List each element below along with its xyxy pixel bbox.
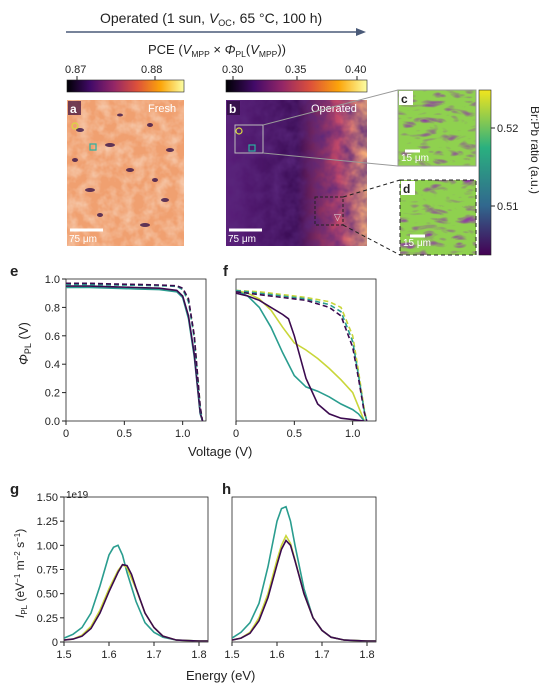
operated-header: Operated (1 sun, VOC, 65 °C, 100 h)	[66, 10, 366, 36]
chart-g: 0 0.25 0.50 0.75 1.00 1.25 1.50 1.5 1.6 1.7 1.8	[37, 492, 209, 661]
series-line-g-2	[64, 563, 208, 642]
series-line-f-4	[236, 289, 368, 421]
svg-text:Fresh: Fresh	[148, 103, 176, 115]
x-tick-label: 0.5	[287, 428, 302, 440]
x-tick-label: 1.6	[101, 649, 116, 661]
zoom-link	[342, 179, 401, 198]
svg-text:75 μm: 75 μm	[228, 234, 256, 245]
colorbar-a: 0.87 0.88	[65, 64, 185, 93]
svg-text:0.35: 0.35	[285, 64, 306, 76]
x-tick-label: 1.5	[56, 649, 71, 661]
svg-text:g: g	[10, 481, 19, 498]
marker-square-icon	[248, 144, 256, 152]
svg-text:b: b	[229, 102, 236, 116]
chart-f: 0 0.5 1.0	[233, 278, 377, 440]
svg-text:75 μm: 75 μm	[69, 234, 97, 245]
y-axis-label-phi: ΦPL (V)	[16, 322, 33, 365]
marker-square-icon	[89, 143, 97, 151]
y-tick-label: 0.25	[37, 613, 58, 625]
series-line-f-3	[236, 289, 368, 421]
x-tick-label: 1.6	[269, 649, 284, 661]
series-line-e-0	[66, 286, 204, 421]
y-tick-label: 0.75	[37, 565, 58, 577]
svg-text:0.51: 0.51	[497, 201, 518, 213]
x-tick-label: 0	[233, 428, 239, 440]
series-line-f-5	[236, 291, 368, 421]
svg-text:h: h	[222, 481, 231, 498]
chart-h: 1.5 1.6 1.7 1.8	[224, 496, 377, 661]
x-tick-label: 1.7	[314, 649, 329, 661]
x-tick-label: 1.8	[191, 649, 206, 661]
triangle-marker-icon: ▽	[334, 212, 341, 222]
svg-text:d: d	[403, 182, 410, 196]
panel-c-map: c 15 μm	[397, 89, 477, 167]
y-tick-label: 1.00	[37, 540, 58, 552]
series-line-e-1	[66, 285, 204, 421]
svg-text:15 μm: 15 μm	[401, 153, 429, 164]
x-axis-label-voltage: Voltage (V)	[188, 444, 252, 459]
svg-text:0.52: 0.52	[497, 123, 518, 135]
y-axis-label-ipl: IPL (eV−1 m−2 s−1)	[13, 529, 29, 618]
svg-text:c: c	[401, 92, 408, 106]
series-line-g-0	[64, 544, 208, 642]
x-axis-label-energy: Energy (eV)	[186, 668, 255, 683]
series-line-f-2	[236, 292, 365, 421]
panel-a-map: a Fresh 75 μm	[67, 100, 184, 246]
series-line-h-2	[232, 539, 376, 642]
colorbar-br-pb: 0.52 0.51 Br:Pb ratio (a.u.)	[478, 89, 539, 256]
panel-d-map: d 15 μm	[399, 179, 477, 256]
y-tick-label: 0.50	[37, 589, 58, 601]
x-tick-label: 1.8	[359, 649, 374, 661]
y-tick-label: 0.4	[45, 359, 60, 371]
y-tick-label: 0	[52, 637, 58, 649]
y-tick-label: 0.6	[45, 331, 60, 343]
svg-text:0.88: 0.88	[141, 64, 162, 76]
series-line-e-3	[66, 283, 204, 421]
y-tick-label: 1.50	[37, 492, 58, 504]
svg-text:0.87: 0.87	[65, 64, 86, 76]
y-tick-label: 1.0	[45, 274, 60, 286]
svg-text:15 μm: 15 μm	[403, 238, 431, 249]
x-tick-label: 0.5	[117, 428, 132, 440]
colorbar-b: 0.30 0.35 0.40	[222, 64, 368, 93]
zoom-region-d	[314, 196, 344, 226]
panel-b-map: b Operated ▽ 75 μm	[226, 100, 367, 246]
series-line-e-2	[66, 283, 204, 421]
series-line-e-4	[66, 282, 204, 421]
svg-text:Operated (1 sun, VOC, 65 °C, 1: Operated (1 sun, VOC, 65 °C, 100 h)	[100, 10, 322, 28]
svg-text:0.30: 0.30	[222, 64, 243, 76]
y-tick-label: 0.8	[45, 302, 60, 314]
y-tick-label: 1.25	[37, 516, 58, 528]
series-line-h-0	[232, 505, 376, 642]
x-tick-label: 1.0	[175, 428, 190, 440]
svg-text:e: e	[10, 263, 18, 280]
marker-circle-icon	[71, 122, 79, 130]
zoom-link	[262, 89, 399, 126]
y-tick-label: 0.0	[45, 416, 60, 428]
zoom-link	[262, 152, 399, 167]
svg-text:a: a	[70, 102, 77, 116]
svg-text:0.40: 0.40	[345, 64, 366, 76]
zoom-region-c	[234, 124, 264, 154]
chart-e: 0.0 0.2 0.4 0.6 0.8 1.0 0 0.5 1.0	[45, 274, 207, 440]
y-tick-label: 0.2	[45, 388, 60, 400]
series-line-f-1	[236, 289, 365, 421]
x-tick-label: 0	[63, 428, 69, 440]
x-tick-label: 1.5	[224, 649, 239, 661]
zoom-link	[342, 224, 401, 256]
svg-text:f: f	[223, 263, 229, 280]
x-tick-label: 1.0	[345, 428, 360, 440]
pce-label: PCE (VMPP × ΦPL(VMPP))	[148, 42, 286, 59]
svg-text:Br:Pb ratio (a.u.): Br:Pb ratio (a.u.)	[528, 106, 539, 194]
marker-circle-icon	[235, 127, 243, 135]
svg-text:Operated: Operated	[311, 103, 357, 115]
x-tick-label: 1.7	[146, 649, 161, 661]
arrow-head-icon	[356, 28, 366, 36]
series-line-f-0	[236, 289, 366, 421]
exponent-label: 1e19	[66, 490, 89, 501]
